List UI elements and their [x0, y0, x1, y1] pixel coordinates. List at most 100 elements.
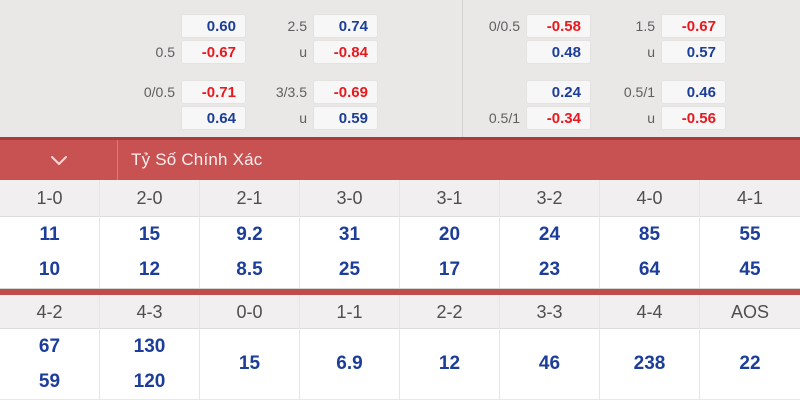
- odds-row: 0.5 -0.67: [121, 40, 252, 64]
- score-odds-value[interactable]: 11: [39, 224, 60, 245]
- odds-row: 2.5 0.74: [253, 14, 384, 38]
- score-odds-value[interactable]: 130: [133, 336, 166, 357]
- score-column-header: 2-1: [200, 180, 299, 217]
- odds-row: u -0.56: [601, 106, 732, 130]
- score-odds-value[interactable]: 45: [739, 259, 761, 280]
- score-odds-value[interactable]: 10: [38, 259, 61, 280]
- score-column-body: 22: [700, 329, 800, 399]
- header-divider: [117, 140, 118, 180]
- score-odds-value[interactable]: 17: [438, 259, 461, 280]
- odds-value-box[interactable]: 0.60: [181, 14, 246, 38]
- score-column: 2-2 12: [400, 295, 500, 399]
- odds-value-box[interactable]: -0.69: [313, 80, 378, 104]
- odds-value-box[interactable]: 0.57: [661, 40, 726, 64]
- odds-row: 0.24: [466, 80, 597, 104]
- odds-value-box[interactable]: -0.58: [526, 14, 591, 38]
- odds-group-4: 1.5 -0.67 u 0.57 0.5/1 0.46 u -0.56: [601, 14, 732, 132]
- odds-line-label: u: [299, 44, 307, 60]
- odds-value-box[interactable]: 0.64: [181, 106, 246, 130]
- odds-value-box[interactable]: 0.24: [526, 80, 591, 104]
- score-column-body: 130 120: [100, 329, 199, 399]
- score-column-header: 4-3: [100, 295, 199, 329]
- score-column-body: 67 59: [0, 329, 99, 399]
- score-odds-value[interactable]: 25: [338, 259, 361, 280]
- score-column-body: 238: [600, 329, 699, 399]
- score-odds-value[interactable]: 8.5: [236, 259, 263, 280]
- score-column-header: 3-3: [500, 295, 599, 329]
- score-odds-value[interactable]: 238: [633, 353, 666, 374]
- score-column-body: 55 45: [700, 217, 800, 288]
- odds-row: u -0.84: [253, 40, 384, 64]
- odds-value-box[interactable]: -0.84: [313, 40, 378, 64]
- score-column: 4-0 85 64: [600, 180, 700, 288]
- odds-row: u 0.57: [601, 40, 732, 64]
- odds-line-label: 0.5: [155, 44, 175, 60]
- odds-row: 0/0.5 -0.71: [121, 80, 252, 104]
- score-column-header: 4-0: [600, 180, 699, 217]
- score-odds-value[interactable]: 46: [538, 353, 561, 374]
- score-odds-value[interactable]: 12: [138, 259, 161, 280]
- score-column-body: 15 12: [100, 217, 199, 288]
- score-column-header: 0-0: [200, 295, 299, 329]
- score-odds-value[interactable]: 24: [538, 224, 561, 245]
- score-odds-value[interactable]: 12: [438, 353, 461, 374]
- score-column: 1-0 11 10: [0, 180, 100, 288]
- score-odds-value[interactable]: 59: [38, 371, 61, 392]
- score-column-body: 31 25: [300, 217, 399, 288]
- score-column: 2-0 15 12: [100, 180, 200, 288]
- score-odds-value[interactable]: 120: [133, 371, 166, 392]
- market-header-bar: Tỷ Số Chính Xác: [0, 137, 800, 180]
- score-odds-value[interactable]: 9.2: [236, 224, 263, 245]
- score-odds-value[interactable]: 67: [38, 336, 61, 357]
- score-column: 4-1 55 45: [700, 180, 800, 288]
- score-odds-value[interactable]: 55: [739, 224, 761, 245]
- score-odds-value[interactable]: 22: [739, 353, 761, 374]
- odds-value-box[interactable]: 0.74: [313, 14, 378, 38]
- odds-value-box[interactable]: 0.46: [661, 80, 726, 104]
- score-column: 0-0 15: [200, 295, 300, 399]
- score-column-header: 3-1: [400, 180, 499, 217]
- odds-value-box[interactable]: -0.67: [181, 40, 246, 64]
- odds-line-label: 3/3.5: [275, 84, 307, 100]
- score-column-body: 85 64: [600, 217, 699, 288]
- score-odds-value[interactable]: 64: [638, 259, 661, 280]
- score-column-body: 24 23: [500, 217, 599, 288]
- score-column-body: 11 10: [0, 217, 99, 288]
- score-column: 2-1 9.2 8.5: [200, 180, 300, 288]
- score-odds-value[interactable]: 15: [138, 224, 161, 245]
- score-column-header: 4-4: [600, 295, 699, 329]
- odds-value-box[interactable]: 0.48: [526, 40, 591, 64]
- odds-group-3: 0/0.5 -0.58 0.48 0.24 0.5/1 -0.34: [466, 14, 597, 132]
- odds-line-label: 0/0.5: [488, 18, 520, 34]
- score-column-body: 15: [200, 329, 299, 399]
- odds-row: 0.5/1 0.46: [601, 80, 732, 104]
- odds-group-2: 2.5 0.74 u -0.84 3/3.5 -0.69 u 0.59: [253, 14, 384, 132]
- score-odds-value[interactable]: 6.9: [336, 353, 363, 374]
- odds-value-box[interactable]: -0.67: [661, 14, 726, 38]
- score-odds-value[interactable]: 20: [438, 224, 461, 245]
- odds-value-box[interactable]: -0.34: [526, 106, 591, 130]
- odds-value-box[interactable]: 0.59: [313, 106, 378, 130]
- odds-value-box[interactable]: -0.71: [181, 80, 246, 104]
- score-odds-value[interactable]: 15: [238, 353, 261, 374]
- collapse-toggle[interactable]: [0, 140, 117, 180]
- score-odds-value[interactable]: 23: [538, 259, 561, 280]
- odds-row: 0.64: [121, 106, 252, 130]
- score-column-header: 1-0: [0, 180, 99, 217]
- odds-line-label: u: [647, 110, 655, 126]
- chevron-down-icon: [50, 155, 67, 165]
- score-odds-value[interactable]: 85: [638, 224, 661, 245]
- odds-line-label: u: [647, 44, 655, 60]
- odds-line-label: 2.5: [287, 18, 307, 34]
- score-column: AOS 22: [700, 295, 800, 399]
- score-column-body: 46: [500, 329, 599, 399]
- score-column-body: 20 17: [400, 217, 499, 288]
- odds-line-label: 1.5: [635, 18, 655, 34]
- score-column-header: 3-2: [500, 180, 599, 217]
- score-column-header: 3-0: [300, 180, 399, 217]
- score-table-section-2: 4-2 67 59 4-3 130 120 0-0 15 1-1 6.9: [0, 295, 800, 399]
- odds-value-box[interactable]: -0.56: [661, 106, 726, 130]
- score-column: 3-3 46: [500, 295, 600, 399]
- score-odds-value[interactable]: 31: [338, 224, 361, 245]
